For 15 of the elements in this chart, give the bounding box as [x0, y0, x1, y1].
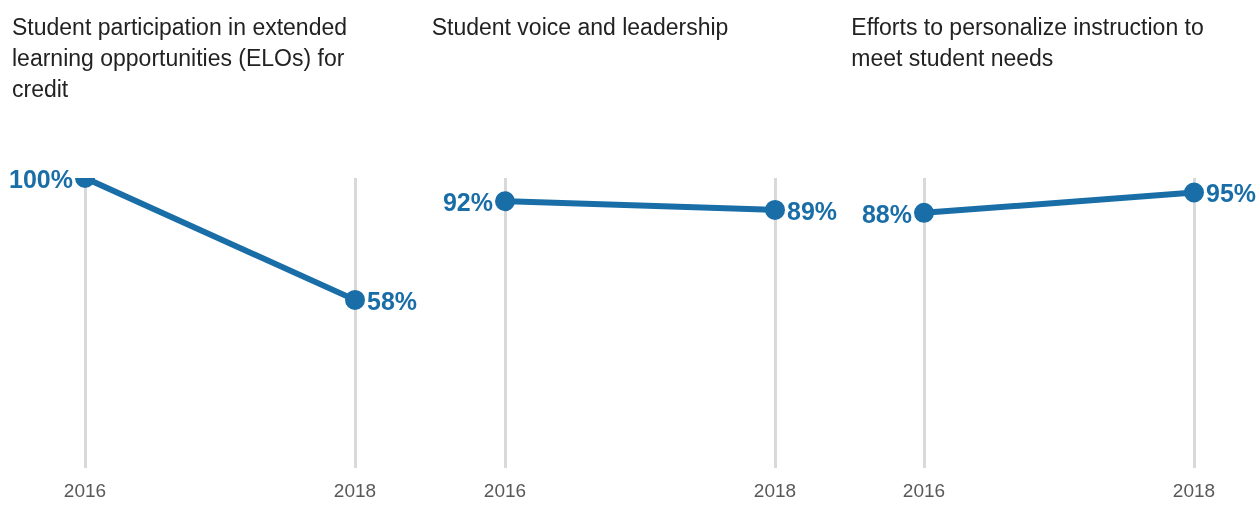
- data-label: 100%: [9, 164, 73, 193]
- chart-title: Student voice and leadership: [431, 13, 730, 42]
- x-tick-label: 2016: [903, 479, 946, 501]
- chart-title: Student participation in extended learning opportunities (ELOs) for credit: [12, 13, 349, 104]
- x-tick-label: 2018: [333, 479, 377, 501]
- data-label: 92%: [442, 188, 493, 217]
- data-label: 95%: [1206, 179, 1257, 208]
- x-tick-label: 2016: [483, 479, 526, 501]
- chart-title: Efforts to personalize instruction to meet student needs: [851, 13, 1205, 73]
- data-label: 89%: [786, 196, 837, 225]
- x-tick-label: 2016: [63, 479, 107, 501]
- data-label: 88%: [862, 199, 913, 228]
- x-tick-label: 2018: [1173, 479, 1216, 501]
- data-label: 58%: [367, 286, 418, 315]
- x-tick-label: 2018: [753, 479, 796, 501]
